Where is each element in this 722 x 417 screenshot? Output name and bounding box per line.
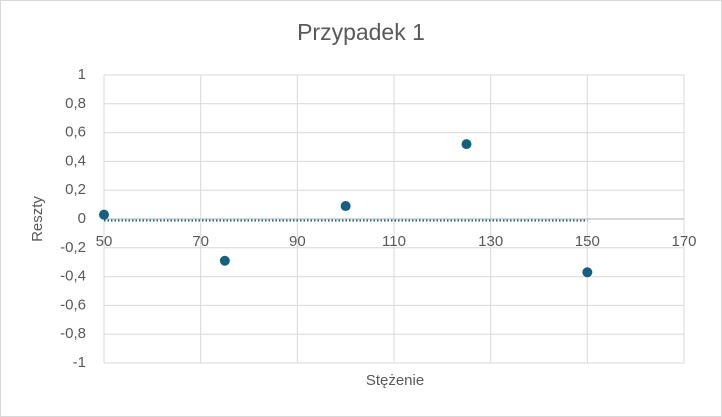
x-tick-label: 170 [671,233,696,250]
y-tick-label: 0,6 [65,124,86,141]
x-tick-label: 50 [96,233,113,250]
y-tick-label: 0,4 [65,152,86,169]
point [99,209,109,220]
y-tick-label: -0,8 [60,325,86,342]
point [340,201,351,212]
grid [103,74,685,364]
y-tick-label: 1 [78,66,86,83]
y-tick-label: -0,4 [60,268,86,285]
point [219,255,230,266]
x-tick-label: 110 [382,233,406,250]
x-tick-label: 70 [192,233,209,250]
y-tick-label: 0,2 [65,181,86,198]
y-tick-label: 0 [78,210,86,227]
y-tick-label: -1 [73,354,86,371]
x-tick-label: 150 [575,233,600,250]
x-tick-label: 130 [478,233,503,250]
chart-title: Przypadek 1 [297,19,425,45]
y-axis-title: Reszty [29,196,46,242]
y-tick-label: -0,6 [60,296,86,313]
point [582,267,593,278]
y-tick-label: 0,8 [65,95,86,112]
x-tick-label: 90 [289,233,306,250]
plot [99,139,593,278]
y-tick-label: -0,2 [60,239,86,256]
point [461,139,472,150]
x-axis-title: Stężenie [366,372,424,389]
